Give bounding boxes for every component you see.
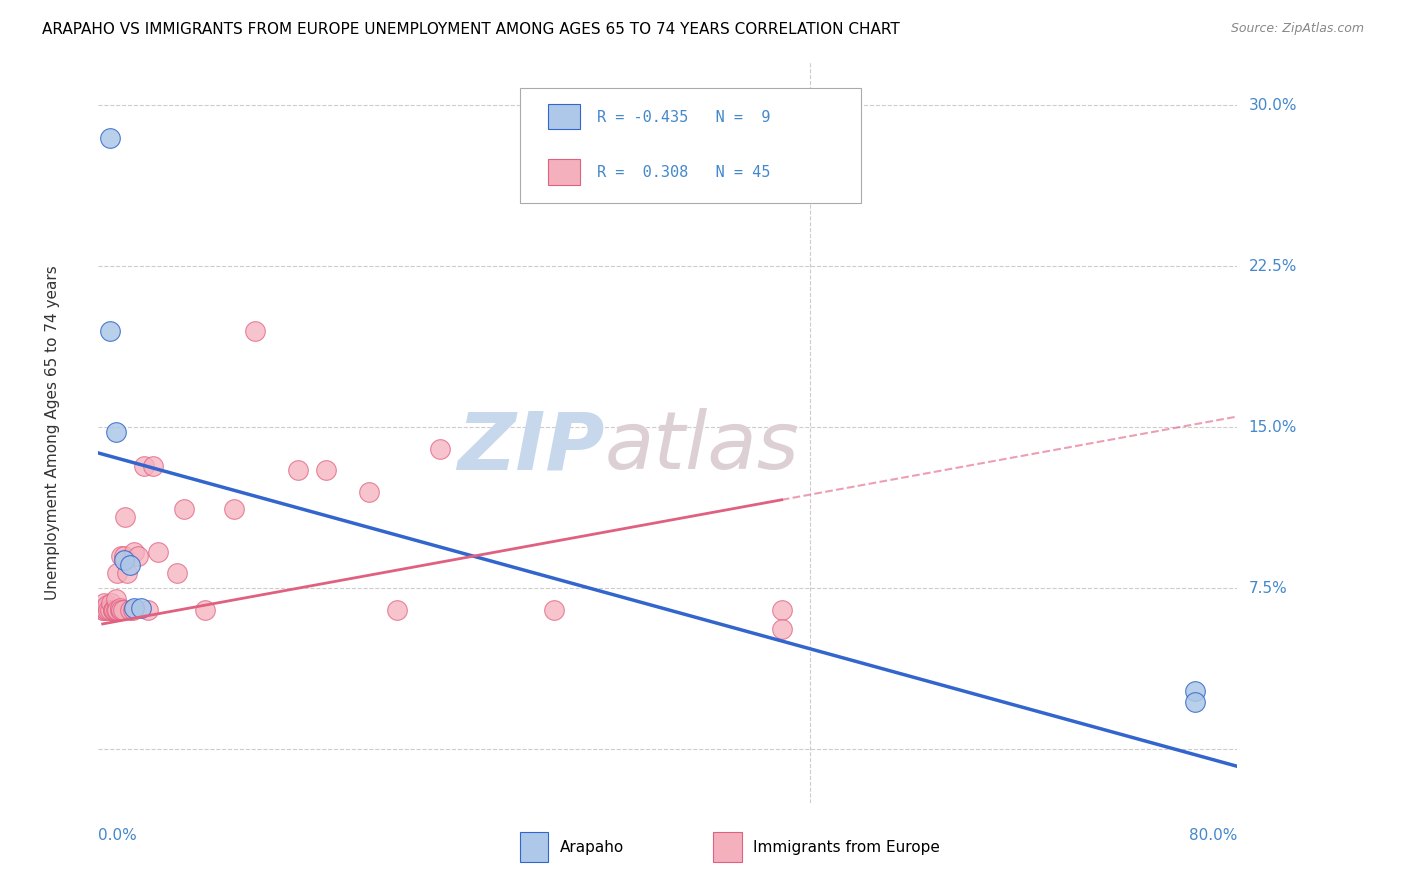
- Point: [114, 510, 136, 524]
- Text: 15.0%: 15.0%: [1249, 420, 1296, 434]
- Point: [105, 602, 128, 616]
- Point: [166, 566, 188, 581]
- Point: [98, 130, 121, 145]
- Point: [129, 600, 152, 615]
- Text: R = -0.435   N =  9: R = -0.435 N = 9: [598, 110, 770, 125]
- Text: Source: ZipAtlas.com: Source: ZipAtlas.com: [1230, 22, 1364, 36]
- Point: [387, 602, 409, 616]
- FancyBboxPatch shape: [548, 160, 581, 185]
- FancyBboxPatch shape: [713, 832, 742, 862]
- Point: [108, 600, 131, 615]
- Point: [115, 566, 138, 581]
- Text: atlas: atlas: [605, 409, 800, 486]
- Text: 30.0%: 30.0%: [1249, 98, 1296, 113]
- Point: [101, 602, 124, 616]
- Point: [97, 602, 120, 616]
- Point: [543, 602, 565, 616]
- Text: ARAPAHO VS IMMIGRANTS FROM EUROPE UNEMPLOYMENT AMONG AGES 65 TO 74 YEARS CORRELA: ARAPAHO VS IMMIGRANTS FROM EUROPE UNEMPL…: [42, 22, 900, 37]
- Text: Arapaho: Arapaho: [560, 839, 624, 855]
- Point: [122, 600, 145, 615]
- Point: [104, 591, 127, 606]
- Point: [104, 425, 127, 439]
- Text: ZIP: ZIP: [457, 409, 605, 486]
- Point: [357, 484, 380, 499]
- Text: R =  0.308   N = 45: R = 0.308 N = 45: [598, 165, 770, 180]
- Point: [110, 602, 132, 616]
- Point: [101, 602, 124, 616]
- Point: [770, 602, 793, 616]
- Point: [1184, 695, 1206, 709]
- Point: [98, 602, 121, 616]
- Point: [141, 458, 163, 473]
- Point: [194, 602, 217, 616]
- Point: [1184, 684, 1206, 698]
- FancyBboxPatch shape: [548, 103, 581, 129]
- Point: [136, 602, 159, 616]
- Point: [112, 553, 135, 567]
- Point: [96, 599, 118, 613]
- Point: [98, 324, 121, 338]
- FancyBboxPatch shape: [520, 88, 862, 203]
- Point: [222, 501, 245, 516]
- Point: [122, 545, 145, 559]
- Point: [770, 622, 793, 636]
- Text: 80.0%: 80.0%: [1189, 828, 1237, 843]
- Text: Immigrants from Europe: Immigrants from Europe: [754, 839, 941, 855]
- Point: [315, 463, 337, 477]
- Point: [91, 600, 114, 615]
- Point: [103, 602, 125, 616]
- Text: Unemployment Among Ages 65 to 74 years: Unemployment Among Ages 65 to 74 years: [45, 265, 60, 600]
- Text: 22.5%: 22.5%: [1249, 259, 1296, 274]
- Point: [121, 602, 143, 616]
- Point: [148, 545, 170, 559]
- Point: [91, 602, 114, 616]
- Point: [100, 596, 122, 610]
- Point: [127, 549, 149, 563]
- Point: [112, 549, 135, 563]
- Point: [108, 602, 131, 616]
- Point: [105, 566, 128, 581]
- Point: [104, 602, 127, 616]
- Point: [111, 602, 134, 616]
- Point: [110, 549, 132, 563]
- Point: [429, 442, 451, 456]
- Point: [173, 501, 195, 516]
- Point: [93, 596, 115, 610]
- FancyBboxPatch shape: [520, 832, 548, 862]
- Point: [118, 602, 141, 616]
- Point: [94, 602, 117, 616]
- Point: [287, 463, 309, 477]
- Point: [132, 458, 155, 473]
- Text: 7.5%: 7.5%: [1249, 581, 1286, 596]
- Point: [91, 602, 114, 616]
- Text: 0.0%: 0.0%: [98, 828, 138, 843]
- Point: [243, 324, 266, 338]
- Point: [118, 558, 141, 572]
